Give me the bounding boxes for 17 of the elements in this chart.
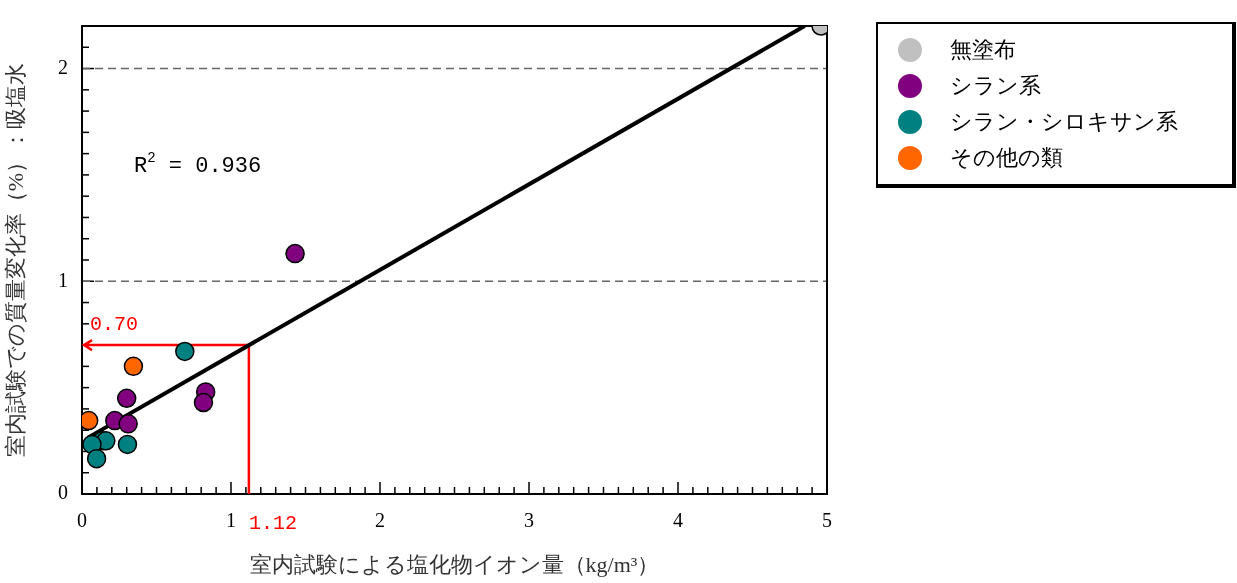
x-tick-label: 5 (822, 509, 832, 532)
x-tick-label: 0 (77, 509, 87, 532)
legend-label: シラン系 (950, 72, 1041, 100)
legend-label: 無塗布 (950, 36, 1016, 64)
x-tick-label: 3 (524, 509, 534, 532)
ref-line-label: 0.70 (90, 313, 139, 337)
legend-label: シラン・シロキサン系 (950, 108, 1178, 136)
x-tick-label: 4 (673, 509, 683, 532)
y-tick-label: 0 (58, 481, 68, 504)
x-tick-label: 2 (375, 509, 385, 532)
x-tick-label: 1 (226, 509, 236, 532)
legend-label: その他の類 (950, 144, 1063, 172)
x-axis-title: 室内試験による塩化物イオン量（kg/m³） (249, 551, 660, 577)
y-tick-label: 2 (58, 55, 68, 78)
y-tick-label: 1 (58, 268, 68, 291)
ref-line-label: 1.12 (248, 512, 297, 536)
y-axis-title: 室内試験での質量変化率（%）：吸塩水 (2, 62, 28, 458)
